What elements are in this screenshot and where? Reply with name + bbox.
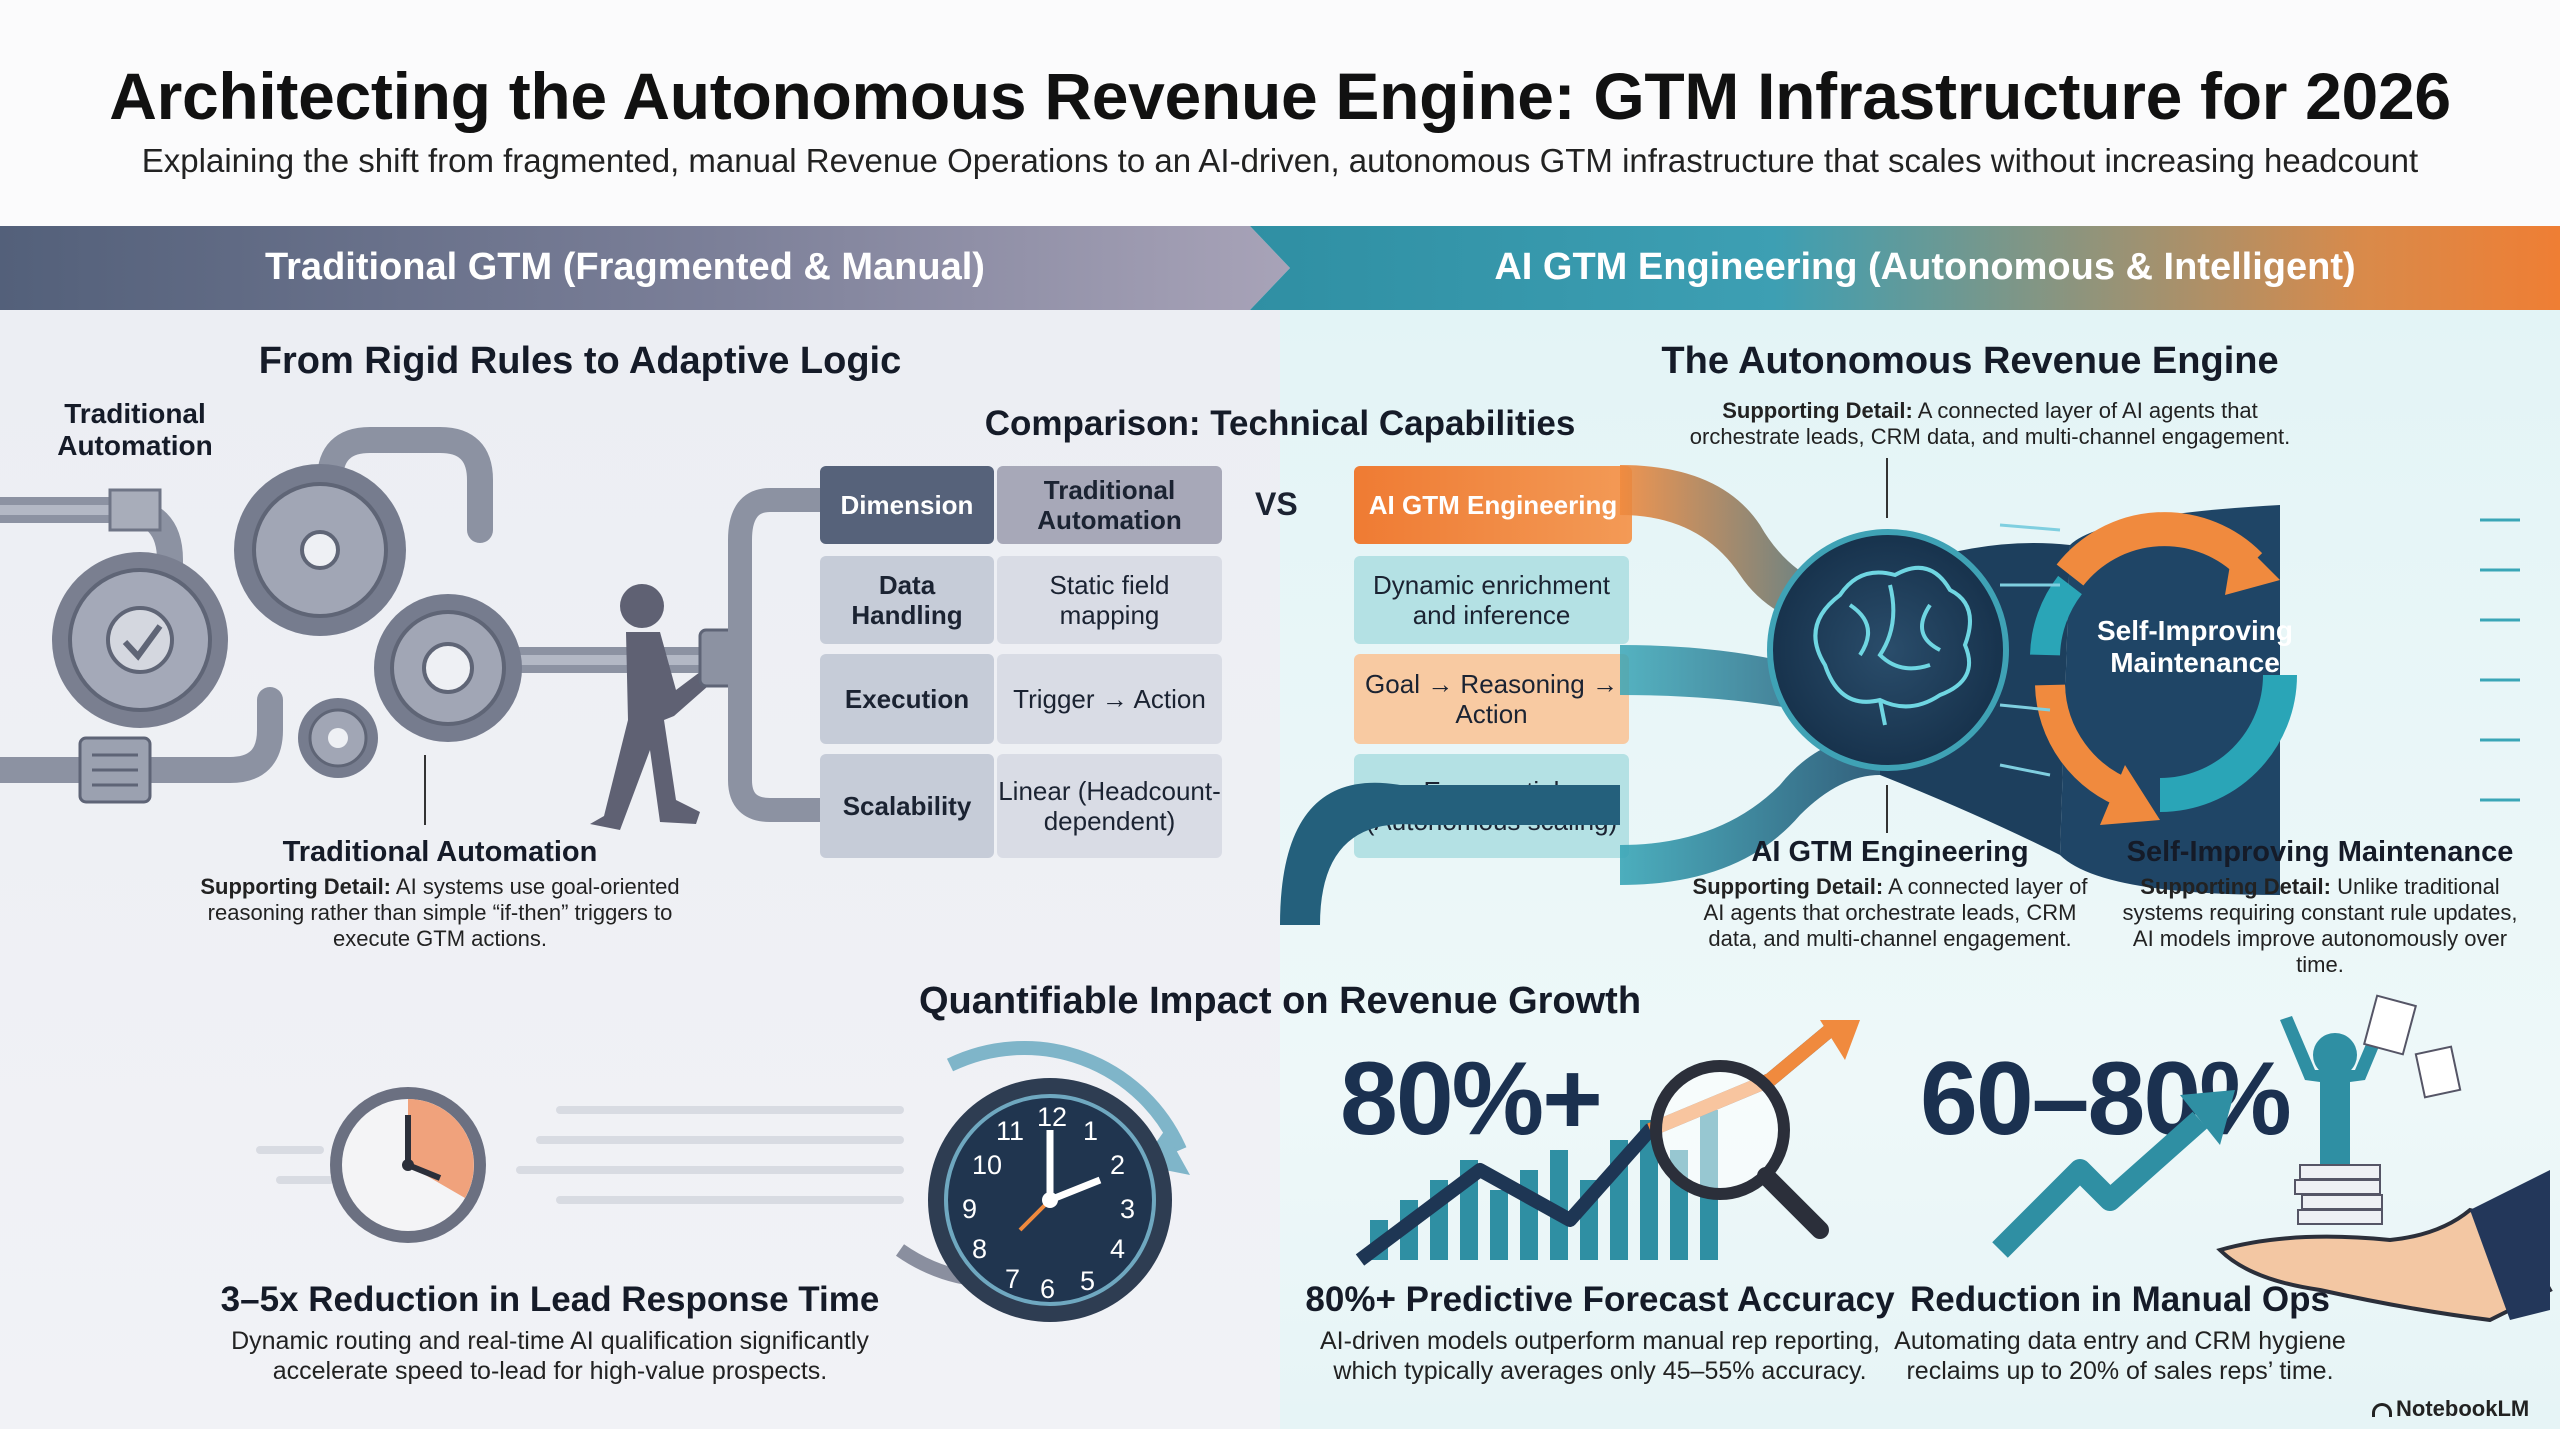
- detail-text: Unlike traditional systems requiring con…: [2122, 874, 2518, 977]
- magnifier-icon: [1650, 1060, 1829, 1239]
- gear-top-icon: [234, 464, 406, 636]
- impact-item-detail: AI-driven models outperform manual rep r…: [1320, 1327, 1880, 1385]
- row-traditional-cell: Trigger → Action: [997, 654, 1222, 744]
- detail-label: Supporting Detail:: [1722, 398, 1913, 423]
- row-dimension-cell: Scalability: [820, 754, 994, 858]
- brand-watermark: NotebookLM: [2372, 1396, 2529, 1422]
- clock-number: 5: [1080, 1266, 1096, 1296]
- detail-label: Supporting Detail:: [200, 874, 392, 899]
- clock-number: 12: [1037, 1102, 1068, 1132]
- row-ai-cell: Goal → Reasoning → Action: [1354, 654, 1629, 744]
- flow-lines: [1999, 523, 2061, 777]
- header-background: [0, 0, 2560, 226]
- row-traditional-cell: Linear (Headcount-dependent): [997, 754, 1222, 858]
- growth-arrow-icon: [1992, 1090, 2235, 1258]
- clock-number: 3: [1120, 1194, 1136, 1224]
- open-hand-icon: [2216, 1170, 2553, 1323]
- clock-number: 11: [996, 1116, 1025, 1146]
- clock-number: 8: [972, 1234, 988, 1264]
- traditional-caption-title: Traditional Automation: [282, 836, 598, 868]
- clock-number: 4: [1110, 1234, 1126, 1264]
- gear-label: Traditional Automation: [57, 398, 213, 461]
- worker-figure-icon: [590, 584, 724, 830]
- page-subtitle: Explaining the shift from fragmented, ma…: [141, 142, 2419, 179]
- clock-number: 9: [962, 1194, 978, 1224]
- engine-flow-illustration: [1280, 465, 2297, 925]
- col-ai-header: AI GTM Engineering: [1354, 466, 1632, 544]
- notebooklm-logo-icon: [2372, 1403, 2392, 1418]
- arrow-stream: [2480, 500, 2540, 830]
- band-ai-label: AI GTM Engineering (Autonomous & Intelli…: [1494, 246, 2356, 288]
- impact-item-title: Reduction in Manual Ops: [1909, 1280, 2331, 1319]
- engine-caption-title: AI GTM Engineering: [1751, 836, 2029, 868]
- small-clock-icon: [330, 1087, 486, 1243]
- band-traditional-label: Traditional GTM (Fragmented & Manual): [265, 246, 985, 288]
- col-traditional-header: Traditional Automation: [997, 466, 1222, 544]
- impact-item-detail: Dynamic routing and real-time AI qualifi…: [231, 1327, 869, 1385]
- detail-label: Supporting Detail:: [1692, 874, 1884, 899]
- brain-icon: [1813, 565, 1972, 726]
- row-ai-cell: Dynamic enrichment and inference: [1354, 556, 1629, 644]
- engine-pointer-bottom: [1886, 785, 1888, 833]
- impact-item-title: 80%+ Predictive Forecast Accuracy: [1305, 1280, 1895, 1319]
- maintenance-caption-title: Self-Improving Maintenance: [2126, 836, 2514, 868]
- valve-box: [108, 488, 162, 532]
- clock-number: 10: [972, 1150, 1003, 1180]
- cycle-label: Self-Improving Maintenance: [2096, 615, 2293, 678]
- cycle-arrows-icon: [2030, 512, 2297, 825]
- clock-number: 1: [1083, 1116, 1099, 1146]
- forecast-chart-illustration: [1355, 1020, 1860, 1266]
- clock-number: 6: [1040, 1274, 1056, 1304]
- gear-mid-icon: [374, 594, 522, 742]
- hand-growth-illustration: [1992, 994, 2553, 1323]
- engine-caption-detail: Supporting Detail: A connected layer of …: [1680, 874, 2100, 952]
- flying-papers-icon: [2362, 994, 2462, 1099]
- detail-text: A connected layer of AI agents that orch…: [1689, 398, 2291, 449]
- impact-stat-forecast: 80%+: [1340, 1041, 1603, 1157]
- page-title: Architecting the Autonomous Revenue Engi…: [109, 59, 2451, 133]
- impact-heading: Quantifiable Impact on Revenue Growth: [918, 980, 1642, 1022]
- row-traditional-cell: Static field mapping: [997, 556, 1222, 644]
- gear-small-icon: [298, 698, 378, 778]
- gears-pipes-illustration: [0, 427, 742, 830]
- left-heading: From Rigid Rules to Adaptive Logic: [258, 340, 902, 382]
- row-dimension-cell: Data Handling: [820, 556, 994, 644]
- impact-item-detail: Automating data entry and CRM hygiene re…: [1894, 1327, 2346, 1385]
- clock-face-numbers: 12 1 2 3 4 5 6 7 8 9 10 11: [950, 1102, 1150, 1304]
- right-heading: The Autonomous Revenue Engine: [1661, 340, 2279, 382]
- detail-text: A connected layer of AI agents that orch…: [1703, 874, 2088, 951]
- detail-label: Supporting Detail:: [2140, 874, 2331, 899]
- engine-top-detail: Supporting Detail: A connected layer of …: [1670, 398, 2310, 450]
- large-clock-icon: [928, 1078, 1172, 1322]
- paper-stack-icon: [2294, 1164, 2383, 1225]
- engine-pointer-top: [1886, 458, 1888, 518]
- maintenance-caption-detail: Supporting Detail: Unlike traditional sy…: [2120, 874, 2520, 978]
- table-connector-pipes: [728, 488, 820, 822]
- person-raised-arms-icon: [2280, 1016, 2390, 1170]
- traditional-caption-detail: Supporting Detail: AI systems use goal-o…: [200, 874, 680, 952]
- clock-number: 7: [1005, 1264, 1021, 1294]
- comparison-heading: Comparison: Technical Capabilities: [984, 404, 1576, 443]
- gear-large-icon: [52, 552, 228, 728]
- clock-number: 2: [1110, 1150, 1126, 1180]
- vs-label: VS: [1255, 486, 1298, 522]
- brain-circle: [1767, 529, 2009, 771]
- detail-text: AI systems use goal-oriented reasoning r…: [207, 874, 680, 951]
- row-dimension-cell: Execution: [820, 654, 994, 744]
- col-dimension-header: Dimension: [820, 466, 994, 544]
- clocks-illustration: [256, 1040, 1190, 1322]
- impact-item-title: 3–5x Reduction in Lead Response Time: [220, 1280, 880, 1319]
- brand-label: NotebookLM: [2396, 1396, 2530, 1421]
- band-traditional: [0, 226, 1290, 310]
- band-ai: [1250, 226, 2560, 310]
- caption-pointer: [424, 755, 426, 825]
